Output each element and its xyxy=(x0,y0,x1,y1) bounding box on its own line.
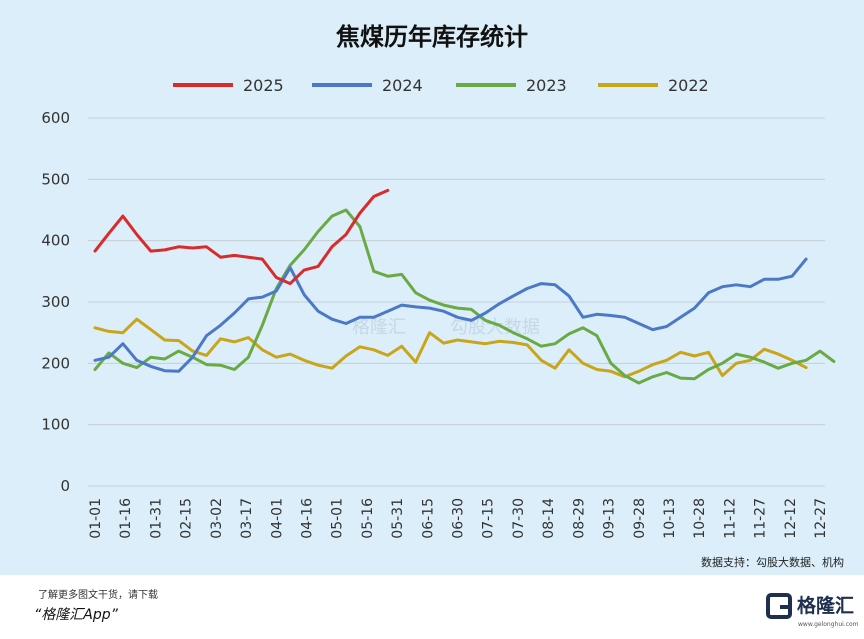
x-tick-label: 05-16 xyxy=(360,498,376,539)
y-tick-label: 600 xyxy=(41,109,70,127)
chart-title: 焦煤历年库存统计 xyxy=(336,23,528,51)
x-tick-label: 03-17 xyxy=(239,498,255,539)
x-tick-label: 12-12 xyxy=(783,498,799,539)
y-tick-label: 500 xyxy=(41,170,70,188)
watermark-text-2: 勾股大数据 xyxy=(450,317,540,338)
x-tick-label: 07-15 xyxy=(481,498,497,539)
x-tick-label: 07-30 xyxy=(511,498,527,539)
x-tick-label: 09-13 xyxy=(602,498,618,539)
legend-label-2024: 2024 xyxy=(382,76,423,95)
x-tick-label: 08-29 xyxy=(571,498,587,539)
x-tick-label: 01-31 xyxy=(148,498,164,539)
series-line-2024 xyxy=(93,257,808,373)
x-tick-label: 12-27 xyxy=(813,498,829,539)
footer-app-name: “格隆汇App” xyxy=(34,607,118,623)
x-tick-label: 09-28 xyxy=(632,498,648,539)
x-tick-label: 02-15 xyxy=(179,498,195,539)
series-line-2022 xyxy=(93,317,808,379)
y-tick-label: 400 xyxy=(41,232,70,250)
x-tick-label: 10-13 xyxy=(662,498,678,539)
x-tick-label: 11-27 xyxy=(753,498,769,539)
x-axis-ticks: 01-01 01-16 01-31 02-15 03-02 03-17 04-01 04-16… xyxy=(88,498,829,539)
chart-area: 焦煤历年库存统计 2025 2024 2023 2022 格隆汇 勾股大数据 0 100… xyxy=(41,23,844,569)
legend-label-2022: 2022 xyxy=(668,76,709,95)
x-tick-label: 03-02 xyxy=(209,498,225,539)
logo-text: 格隆汇 xyxy=(797,594,855,617)
legend: 2025 2024 2023 2022 xyxy=(173,76,709,95)
logo-url: www.gelonghui.com xyxy=(798,621,859,628)
grid-lines xyxy=(88,117,825,487)
footer-note: 了解更多图文干货，请下载 xyxy=(38,590,158,601)
series-line-2023 xyxy=(93,208,836,385)
watermark: 格隆汇 勾股大数据 xyxy=(352,317,540,338)
line-chart: 焦煤历年库存统计 2025 2024 2023 2022 格隆汇 勾股大数据 0 100… xyxy=(41,23,844,569)
x-tick-label: 06-30 xyxy=(451,498,467,539)
y-tick-label: 100 xyxy=(41,416,70,434)
y-tick-label: 300 xyxy=(41,293,70,311)
x-tick-label: 08-14 xyxy=(541,498,557,539)
y-tick-label: 200 xyxy=(41,354,70,372)
x-tick-label: 04-01 xyxy=(269,498,285,539)
footer-bar: 了解更多图文干货，请下载 “格隆汇App” 格隆汇 www.gelonghui.… xyxy=(0,575,864,639)
y-axis-ticks: 0 100 200 300 400 500 600 xyxy=(41,109,70,495)
source-note: 数据支持：勾股大数据、机构 xyxy=(701,555,844,569)
watermark-text-1: 格隆汇 xyxy=(352,317,406,338)
x-tick-label: 01-01 xyxy=(88,498,104,539)
x-tick-label: 10-28 xyxy=(692,498,708,539)
x-tick-label: 11-12 xyxy=(722,498,738,539)
x-tick-label: 01-16 xyxy=(118,498,134,539)
brand-logo: 格隆汇 xyxy=(766,591,854,621)
y-tick-label: 0 xyxy=(60,477,70,495)
x-tick-label: 05-01 xyxy=(330,498,346,539)
x-tick-label: 04-16 xyxy=(299,498,315,539)
series-lines xyxy=(93,188,836,385)
series-line-2025 xyxy=(93,188,390,286)
logo-g-icon xyxy=(766,593,792,619)
legend-label-2025: 2025 xyxy=(243,76,284,95)
x-tick-label: 06-15 xyxy=(420,498,436,539)
x-tick-label: 05-31 xyxy=(390,498,406,539)
legend-label-2023: 2023 xyxy=(526,76,567,95)
